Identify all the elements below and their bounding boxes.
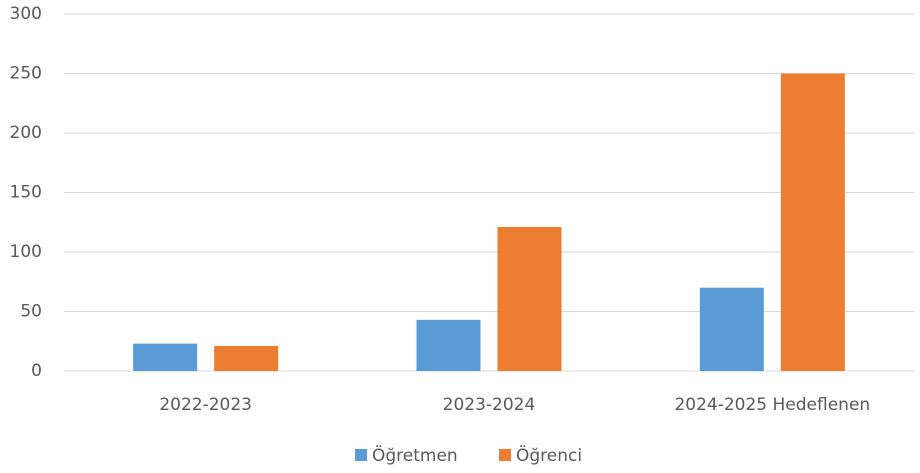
bar (780, 73, 845, 371)
bar (214, 346, 279, 371)
legend-label: Öğrenci (516, 444, 582, 466)
bar (699, 287, 764, 371)
y-tick-label: 300 (10, 4, 42, 24)
legend-label: Öğretmen (372, 444, 458, 466)
bar (497, 227, 562, 371)
legend-swatch (499, 449, 511, 461)
y-tick-label: 150 (10, 183, 42, 203)
x-tick-label: 2024-2025 Hedeflenen (674, 395, 870, 415)
y-tick-label: 50 (20, 302, 42, 322)
y-tick-label: 0 (31, 361, 42, 381)
bar (133, 343, 198, 371)
y-tick-label: 200 (10, 123, 42, 143)
x-tick-label: 2022-2023 (159, 395, 252, 415)
legend-swatch (355, 449, 367, 461)
x-tick-label: 2023-2024 (443, 395, 536, 415)
bar (416, 319, 481, 371)
y-tick-label: 100 (10, 242, 42, 262)
y-tick-label: 250 (10, 64, 42, 84)
